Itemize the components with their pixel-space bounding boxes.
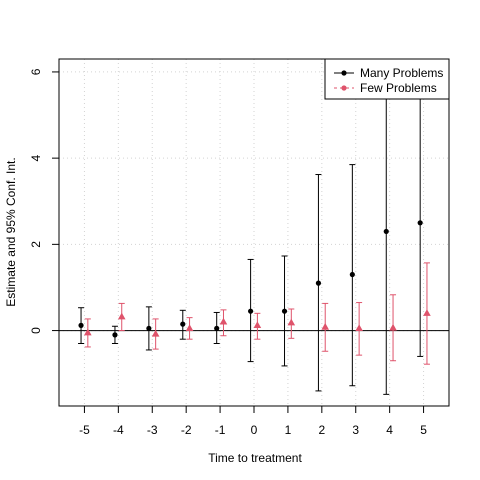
point-estimate <box>315 280 322 286</box>
point-estimate <box>180 321 186 327</box>
legend-marker <box>341 85 347 91</box>
point-estimate <box>253 321 262 328</box>
point-estimate <box>355 324 363 332</box>
axis-layer: -5 -4 -3 -2 -1 0 1 2 3 4 5 0 2 4 6 <box>29 68 427 437</box>
point-estimate <box>151 329 160 337</box>
point-estimate <box>117 312 126 320</box>
series-many-problems <box>78 58 424 395</box>
x-tick-label: 1 <box>285 423 292 437</box>
legend-label: Many Problems <box>360 66 443 80</box>
x-tick-label: -4 <box>113 423 124 437</box>
y-tick-label: 6 <box>29 68 43 75</box>
point-estimate <box>287 318 296 326</box>
point-estimate <box>321 322 330 330</box>
legend-box <box>324 58 450 100</box>
x-tick-label: 5 <box>420 423 427 437</box>
y-tick-label: 2 <box>29 241 43 248</box>
point-estimate <box>349 271 355 278</box>
y-axis-title: Estimate and 95% Conf. Int. <box>4 157 18 306</box>
x-tick-label: -5 <box>79 423 90 437</box>
point-estimate <box>214 325 220 332</box>
x-axis-title: Time to treatment <box>208 451 302 465</box>
point-estimate <box>281 308 288 314</box>
x-tick-label: -1 <box>215 423 226 437</box>
series-layer <box>78 58 431 395</box>
x-tick-label: -3 <box>147 423 158 437</box>
point-estimate <box>219 317 228 325</box>
point-estimate <box>78 322 84 328</box>
point-estimate <box>84 328 92 336</box>
point-estimate <box>389 323 397 331</box>
point-estimate <box>112 332 118 338</box>
legend-label: Few Problems <box>360 81 437 95</box>
x-tick-label: 2 <box>318 423 325 437</box>
x-tick-label: 3 <box>352 423 359 437</box>
point-estimate <box>185 324 194 332</box>
point-estimate <box>423 309 431 316</box>
point-estimate <box>248 308 254 314</box>
point-estimate <box>417 220 423 226</box>
y-tick-label: 0 <box>29 327 43 334</box>
x-tick-label: 0 <box>251 423 258 437</box>
point-estimate <box>383 228 389 235</box>
point-estimate <box>146 325 152 332</box>
legend-marker <box>341 70 347 76</box>
series-few-problems <box>84 262 431 365</box>
x-tick-label: 4 <box>386 423 393 437</box>
x-tick-label: -2 <box>181 423 192 437</box>
y-tick-label: 4 <box>29 154 43 161</box>
